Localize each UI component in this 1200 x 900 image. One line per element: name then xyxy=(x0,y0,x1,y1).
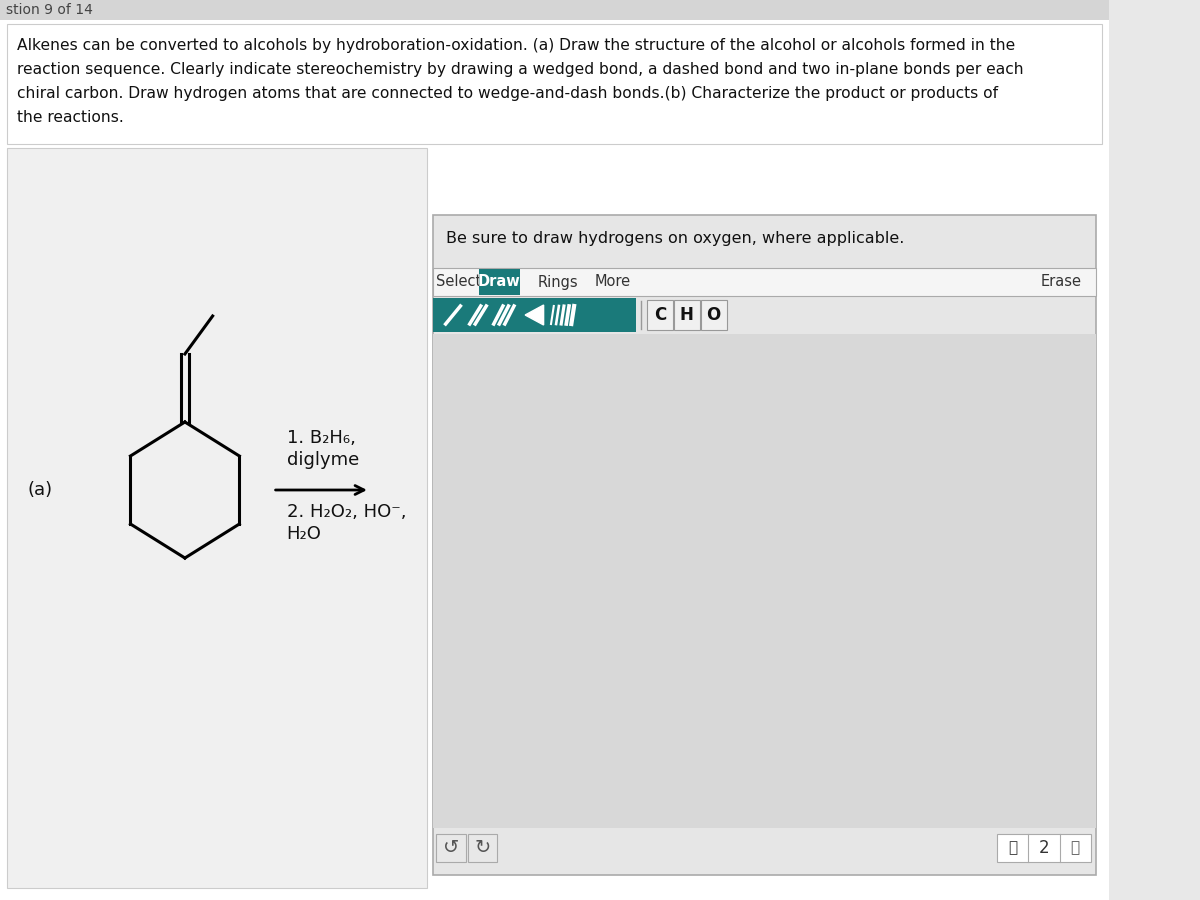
Bar xyxy=(674,300,700,330)
Bar xyxy=(0,0,1110,20)
Bar xyxy=(433,298,636,332)
Text: H₂O: H₂O xyxy=(287,525,322,543)
Bar xyxy=(433,334,1097,828)
Text: (a): (a) xyxy=(28,481,53,499)
Text: More: More xyxy=(595,274,631,290)
Text: 🔍: 🔍 xyxy=(1070,841,1080,856)
Bar xyxy=(468,834,497,862)
Bar xyxy=(437,834,466,862)
Text: O: O xyxy=(707,306,721,324)
Bar xyxy=(479,269,520,295)
Text: reaction sequence. Clearly indicate stereochemistry by drawing a wedged bond, a : reaction sequence. Clearly indicate ster… xyxy=(17,62,1024,77)
Text: Draw: Draw xyxy=(478,274,521,290)
Bar xyxy=(433,215,1097,875)
Text: 2: 2 xyxy=(1038,839,1049,857)
Text: ↻: ↻ xyxy=(474,839,491,858)
Bar xyxy=(7,24,1102,144)
Text: H: H xyxy=(680,306,694,324)
Polygon shape xyxy=(526,305,544,325)
Text: Rings: Rings xyxy=(538,274,577,290)
Text: C: C xyxy=(654,306,666,324)
Text: ↺: ↺ xyxy=(443,839,460,858)
Text: Select: Select xyxy=(436,274,481,290)
Bar xyxy=(7,148,427,888)
Text: the reactions.: the reactions. xyxy=(17,110,124,125)
Bar xyxy=(433,268,1097,296)
Bar xyxy=(647,300,673,330)
Text: Erase: Erase xyxy=(1040,274,1082,290)
Bar xyxy=(701,300,727,330)
Text: diglyme: diglyme xyxy=(287,451,359,469)
Text: 🔍: 🔍 xyxy=(1008,841,1016,856)
Bar xyxy=(997,834,1091,862)
Text: Alkenes can be converted to alcohols by hydroboration-oxidation. (a) Draw the st: Alkenes can be converted to alcohols by … xyxy=(17,38,1015,53)
Text: Be sure to draw hydrogens on oxygen, where applicable.: Be sure to draw hydrogens on oxygen, whe… xyxy=(445,231,904,246)
Text: stion 9 of 14: stion 9 of 14 xyxy=(6,3,92,17)
Text: 2. H₂O₂, HO⁻,: 2. H₂O₂, HO⁻, xyxy=(287,503,406,521)
Text: 1. B₂H₆,: 1. B₂H₆, xyxy=(287,429,355,447)
Text: chiral carbon. Draw hydrogen atoms that are connected to wedge-and-dash bonds.(b: chiral carbon. Draw hydrogen atoms that … xyxy=(17,86,997,101)
